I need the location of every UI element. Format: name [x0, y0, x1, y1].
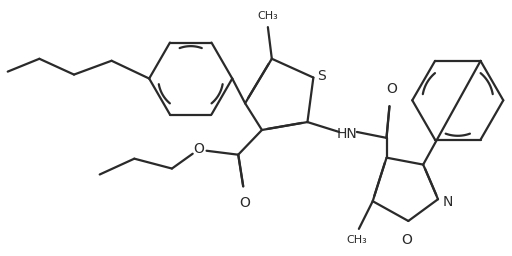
Text: HN: HN [337, 127, 358, 141]
Text: O: O [193, 142, 204, 156]
Text: O: O [386, 82, 397, 96]
Text: N: N [443, 195, 453, 209]
Text: O: O [401, 233, 412, 247]
Text: S: S [317, 69, 326, 83]
Text: O: O [240, 196, 250, 210]
Text: CH₃: CH₃ [258, 11, 278, 21]
Text: CH₃: CH₃ [347, 235, 367, 245]
